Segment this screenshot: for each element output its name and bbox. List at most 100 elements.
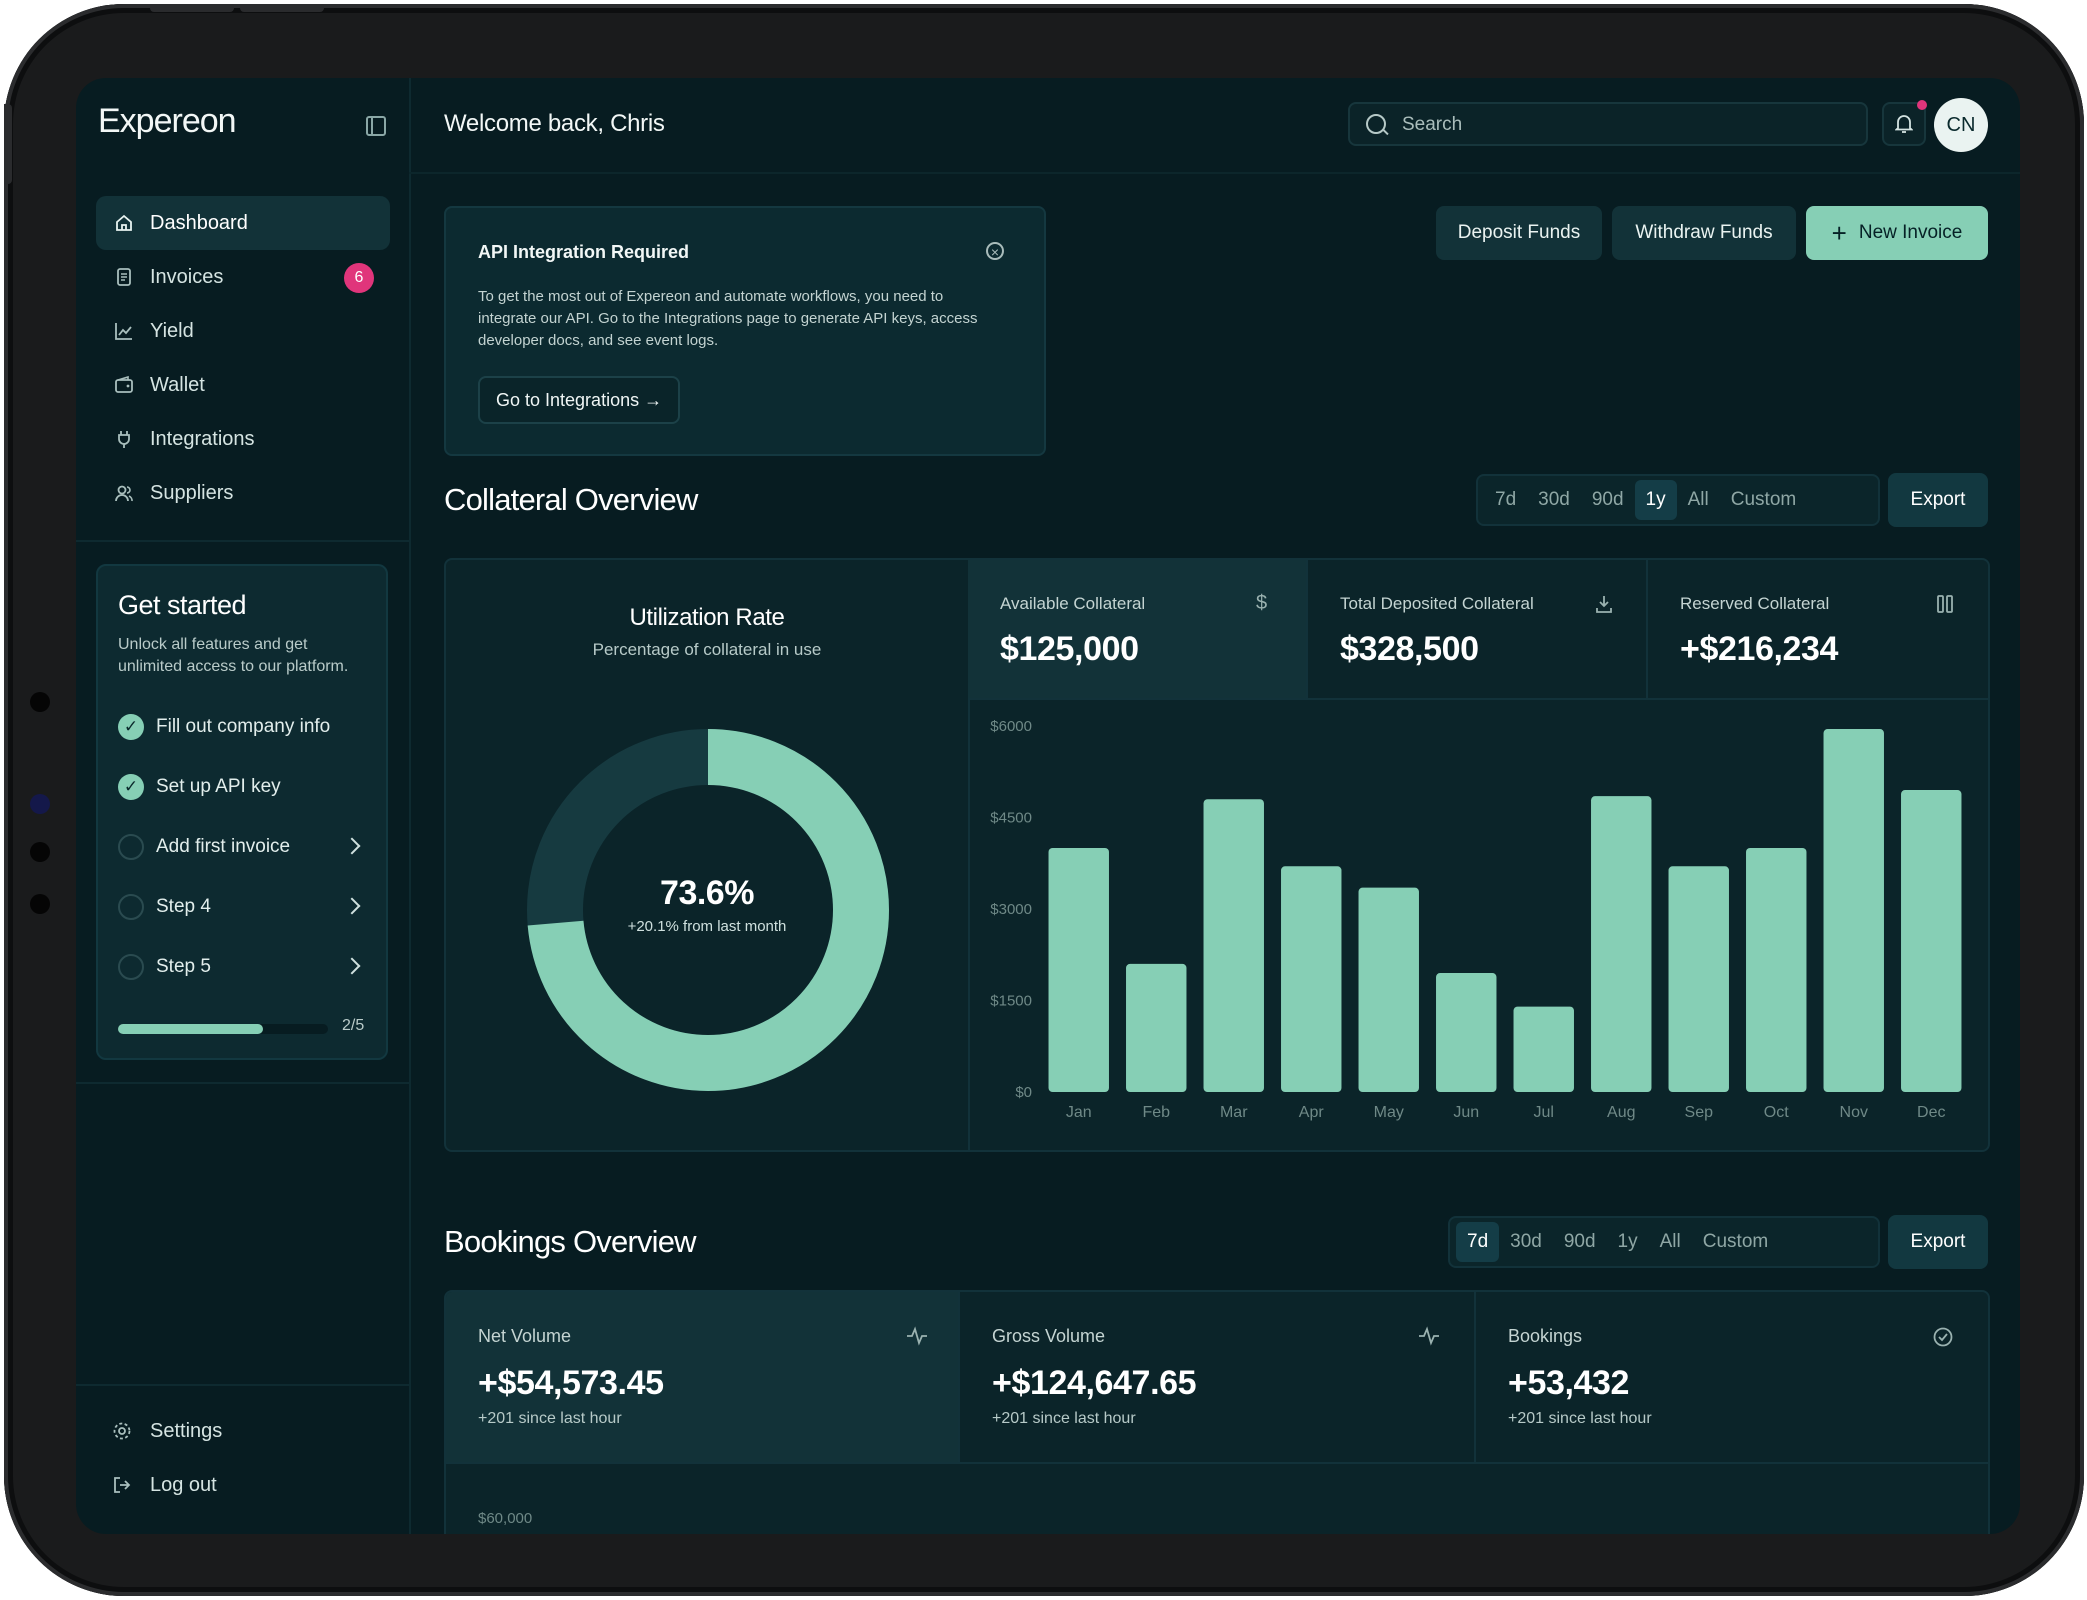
withdraw-funds-button[interactable]: Withdraw Funds	[1612, 206, 1796, 260]
new-invoice-button[interactable]: + New Invoice	[1806, 206, 1988, 260]
welcome-message: Welcome back, Chris	[444, 110, 665, 137]
x-tick-label: Aug	[1607, 1104, 1635, 1121]
plug-icon	[118, 431, 130, 448]
app-logo[interactable]: Expereon	[98, 102, 237, 140]
empty-circle-icon	[118, 834, 144, 860]
sidebar-item-label: Suppliers	[150, 481, 234, 504]
camera-lens	[30, 794, 50, 814]
range-30d[interactable]: 30d	[1538, 489, 1570, 510]
bar-apr[interactable]	[1281, 866, 1342, 1092]
avatar[interactable]: CN	[1934, 98, 1988, 152]
sidebar-item-invoices[interactable]: Invoices 6	[96, 250, 390, 304]
bookings-export-button[interactable]: Export	[1888, 1215, 1988, 1269]
sidebar-item-wallet[interactable]: Wallet	[96, 358, 390, 412]
collapse-sidebar-icon[interactable]	[366, 116, 386, 136]
bar-feb[interactable]	[1126, 963, 1187, 1092]
stat-value: $328,500	[1340, 630, 1479, 668]
range-1y[interactable]: 1y	[1617, 1231, 1638, 1252]
collateral-export-button[interactable]: Export	[1888, 473, 1988, 527]
onboarding-step[interactable]: ✓ Set up API key	[118, 772, 281, 802]
power-button	[4, 104, 12, 184]
sensor-dot	[30, 692, 50, 712]
sidebar-item-label: Dashboard	[150, 211, 248, 234]
donut-fill	[527, 729, 889, 1091]
range-7d[interactable]: 7d	[1456, 1222, 1500, 1262]
range-1y[interactable]: 1y	[1634, 480, 1677, 520]
bar-sep[interactable]	[1668, 866, 1729, 1092]
x-tick-label: Sep	[1685, 1104, 1714, 1121]
sidebar-item-integrations[interactable]: Integrations	[96, 412, 390, 466]
x-tick-label: Mar	[1220, 1104, 1248, 1121]
bookings-panel: Net Volume +$54,573.45 +201 since last h…	[444, 1290, 1990, 1534]
x-tick-label: Oct	[1764, 1104, 1789, 1121]
search-icon	[1366, 114, 1386, 134]
logout-icon	[114, 1477, 131, 1493]
utilization-title: Utilization Rate	[629, 604, 785, 631]
x-tick-label: Feb	[1142, 1104, 1170, 1121]
download-icon	[1596, 596, 1612, 613]
stat-subtext: +201 since last hour	[992, 1410, 1136, 1427]
bar-jan[interactable]	[1048, 848, 1109, 1092]
stat-value: +$124,647.65	[992, 1364, 1197, 1402]
stat-value: +$216,234	[1680, 630, 1839, 668]
chart-line-icon	[115, 323, 132, 340]
deposit-funds-button[interactable]: Deposit Funds	[1436, 206, 1602, 260]
onboarding-step[interactable]: ✓ Fill out company info	[118, 712, 330, 742]
activity-icon	[907, 1326, 927, 1346]
volume-button	[240, 4, 324, 12]
sidebar-item-label: Yield	[150, 319, 194, 342]
collateral-bar-chart: $0 $1500 $3000 $4500 $6000 Jan Feb Mar Apr May Jun…	[990, 718, 1962, 1121]
activity-icon	[1419, 1326, 1439, 1346]
search-input[interactable]: Search	[1348, 102, 1868, 146]
stat-subtext: +201 since last hour	[1508, 1410, 1652, 1427]
x-tick-label: Jul	[1534, 1104, 1554, 1121]
range-custom[interactable]: Custom	[1702, 1231, 1769, 1252]
bar-oct[interactable]	[1746, 848, 1807, 1092]
go-to-integrations-button[interactable]: Go to Integrations →	[478, 376, 681, 424]
stat-label: Total Deposited Collateral	[1340, 594, 1534, 613]
y-tick-label: $0	[1015, 1084, 1032, 1101]
bar-may[interactable]	[1358, 887, 1419, 1092]
bookings-range-selector: 7d 30d 90d 1y All Custom	[1448, 1216, 1880, 1268]
progress-count: 2/5	[342, 1017, 365, 1034]
bell-icon	[1895, 115, 1913, 133]
step-label: Fill out company info	[156, 716, 331, 737]
sidebar-item-label: Wallet	[150, 373, 205, 396]
utilization-subtitle: Percentage of collateral in use	[592, 640, 822, 659]
utilization-value: 73.6%	[660, 874, 754, 912]
tablet-frame: Expereon Dashboard Invoices 6 Yield	[4, 4, 2084, 1596]
sidebar-item-dashboard[interactable]: Dashboard	[96, 196, 390, 250]
bookings-axis-top-label: $60,000	[478, 1510, 533, 1527]
logout-link[interactable]: Log out	[96, 1458, 390, 1512]
bar-jun[interactable]	[1436, 973, 1497, 1092]
range-all[interactable]: All	[1659, 1231, 1681, 1252]
range-7d[interactable]: 7d	[1495, 489, 1517, 510]
range-custom[interactable]: Custom	[1730, 489, 1797, 510]
range-all[interactable]: All	[1687, 489, 1709, 510]
chevron-right-icon	[343, 957, 361, 975]
range-30d[interactable]: 30d	[1510, 1231, 1542, 1252]
bar-nov[interactable]	[1823, 729, 1884, 1092]
onboarding-step[interactable]: Step 4	[118, 892, 361, 922]
users-icon	[115, 485, 133, 502]
settings-link[interactable]: Settings	[96, 1404, 390, 1458]
collateral-panel: Utilization Rate Percentage of collatera…	[444, 558, 1990, 1152]
check-icon: ✓	[118, 774, 144, 800]
range-90d[interactable]: 90d	[1591, 489, 1624, 510]
bar-mar[interactable]	[1203, 799, 1264, 1092]
bar-aug[interactable]	[1591, 796, 1652, 1092]
bar-dec[interactable]	[1901, 790, 1962, 1092]
stat-label: Gross Volume	[992, 1326, 1106, 1346]
notifications-button[interactable]	[1882, 102, 1926, 146]
x-tick-label: Jun	[1453, 1104, 1479, 1121]
onboarding-step[interactable]: Add first invoice	[118, 832, 361, 862]
sidebar-item-suppliers[interactable]: Suppliers	[96, 466, 390, 520]
bar-jul[interactable]	[1513, 1006, 1574, 1092]
new-invoice-label: New Invoice	[1858, 222, 1963, 243]
sidebar-item-yield[interactable]: Yield	[96, 304, 390, 358]
get-started-title: Get started	[118, 590, 247, 620]
sidebar: Expereon Dashboard Invoices 6 Yield	[76, 78, 411, 1534]
onboarding-step[interactable]: Step 5	[118, 952, 361, 982]
range-90d[interactable]: 90d	[1563, 1231, 1596, 1252]
close-icon[interactable]: ×	[986, 242, 1004, 260]
